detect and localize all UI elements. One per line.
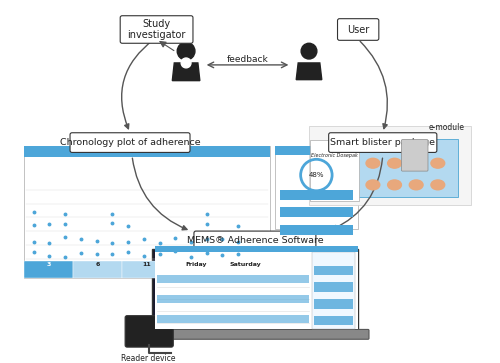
FancyArrowPatch shape [122, 39, 154, 129]
FancyBboxPatch shape [314, 299, 354, 309]
FancyBboxPatch shape [310, 140, 359, 201]
Text: MEMS® Adherence Software: MEMS® Adherence Software [186, 236, 323, 245]
Text: e-module: e-module [428, 123, 464, 132]
Text: Chronology plot of adherence: Chronology plot of adherence [60, 138, 200, 147]
FancyBboxPatch shape [120, 16, 193, 43]
FancyBboxPatch shape [24, 261, 73, 278]
Text: 11: 11 [142, 262, 151, 267]
Polygon shape [172, 63, 200, 81]
FancyBboxPatch shape [314, 282, 354, 292]
Ellipse shape [366, 180, 380, 190]
Ellipse shape [410, 180, 423, 190]
FancyBboxPatch shape [172, 261, 220, 278]
Text: Friday: Friday [185, 262, 206, 267]
FancyBboxPatch shape [220, 261, 270, 278]
FancyBboxPatch shape [156, 295, 309, 303]
FancyBboxPatch shape [156, 276, 309, 283]
FancyBboxPatch shape [314, 316, 354, 326]
FancyBboxPatch shape [154, 252, 358, 330]
FancyBboxPatch shape [274, 146, 358, 155]
FancyBboxPatch shape [152, 249, 358, 333]
FancyBboxPatch shape [338, 19, 379, 40]
Circle shape [301, 43, 317, 59]
Text: Study
investigator: Study investigator [128, 19, 186, 40]
Ellipse shape [431, 158, 444, 168]
FancyArrowPatch shape [132, 158, 187, 230]
FancyArrowPatch shape [360, 41, 388, 129]
FancyBboxPatch shape [156, 315, 309, 323]
FancyBboxPatch shape [24, 146, 270, 278]
Text: User: User [347, 24, 370, 34]
FancyBboxPatch shape [402, 140, 428, 171]
Circle shape [181, 58, 191, 68]
FancyBboxPatch shape [314, 265, 354, 276]
Ellipse shape [388, 158, 402, 168]
Text: Saturday: Saturday [229, 262, 261, 267]
FancyBboxPatch shape [73, 261, 122, 278]
Text: Electronic Dosepak: Electronic Dosepak [311, 153, 358, 158]
Ellipse shape [431, 180, 444, 190]
Text: 3: 3 [46, 262, 50, 267]
Ellipse shape [366, 158, 380, 168]
FancyBboxPatch shape [24, 146, 270, 157]
Ellipse shape [410, 158, 423, 168]
FancyBboxPatch shape [154, 246, 358, 252]
Text: Smart blister package: Smart blister package [330, 138, 436, 147]
Ellipse shape [388, 180, 402, 190]
FancyBboxPatch shape [280, 190, 353, 200]
Text: Reader device: Reader device [122, 354, 176, 363]
FancyBboxPatch shape [328, 133, 437, 152]
FancyBboxPatch shape [309, 126, 472, 204]
FancyBboxPatch shape [141, 330, 369, 339]
FancyBboxPatch shape [125, 316, 174, 347]
Text: 6: 6 [96, 262, 100, 267]
FancyBboxPatch shape [274, 146, 358, 229]
FancyBboxPatch shape [122, 261, 172, 278]
Text: feedback: feedback [226, 54, 268, 64]
Text: 48%: 48% [308, 172, 324, 178]
Polygon shape [296, 63, 322, 79]
Circle shape [177, 42, 195, 60]
FancyArrowPatch shape [332, 158, 382, 229]
FancyBboxPatch shape [280, 208, 353, 217]
FancyBboxPatch shape [280, 225, 353, 235]
FancyBboxPatch shape [356, 139, 458, 197]
FancyBboxPatch shape [312, 252, 355, 330]
FancyBboxPatch shape [70, 133, 190, 152]
FancyBboxPatch shape [194, 231, 316, 251]
